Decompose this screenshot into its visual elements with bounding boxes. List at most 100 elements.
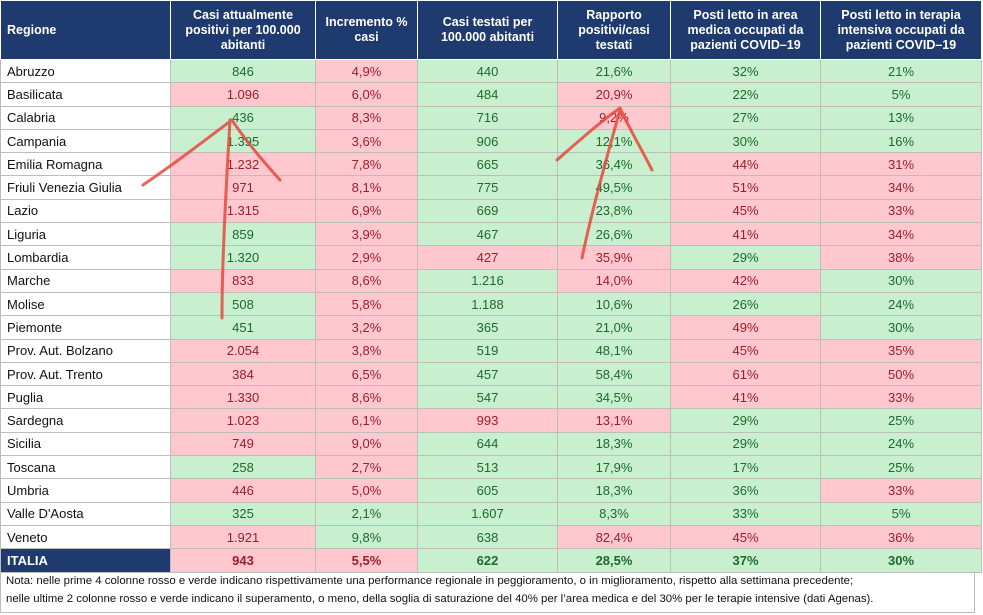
cell-regione: Sicilia: [0, 431, 171, 457]
cell-area-medica: 30%: [670, 128, 821, 154]
cell-area-medica: 29%: [670, 245, 821, 270]
table-row: Sicilia 749 9,0% 644 18,3% 29% 24%: [0, 431, 982, 457]
cell-terapia-intensiva: 24%: [820, 431, 982, 457]
cell-rapporto: 35,9%: [557, 245, 671, 270]
cell-casi-testati: 547: [417, 385, 558, 410]
cell-regione: Prov. Aut. Trento: [0, 361, 171, 387]
table-row: Abruzzo 846 4,9% 440 21,6% 32% 21%: [0, 58, 982, 84]
cell-terapia-intensiva: 30%: [820, 548, 982, 573]
cell-incremento: 8,6%: [315, 268, 418, 293]
cell-terapia-intensiva: 13%: [820, 105, 982, 130]
cell-incremento: 3,2%: [315, 315, 418, 340]
cell-casi-testati: 1.216: [417, 268, 558, 293]
cell-incremento: 7,8%: [315, 152, 418, 177]
table-row: Lombardia 1.320 2,9% 427 35,9% 29% 38%: [0, 245, 982, 270]
cell-area-medica: 26%: [670, 291, 821, 317]
cell-casi-positivi: 325: [170, 501, 316, 526]
cell-incremento: 6,5%: [315, 361, 418, 387]
header-row: Regione Casi attualmente positivi per 10…: [0, 0, 982, 60]
cell-rapporto: 8,3%: [557, 501, 671, 526]
cell-casi-testati: 467: [417, 222, 558, 247]
cell-rapporto: 14,0%: [557, 268, 671, 293]
table-row: Prov. Aut. Bolzano 2.054 3,8% 519 48,1% 45% 35…: [0, 338, 982, 363]
cell-area-medica: 29%: [670, 431, 821, 457]
cell-incremento: 2,7%: [315, 455, 418, 480]
cell-rapporto: 82,4%: [557, 524, 671, 550]
table-row: Prov. Aut. Trento 384 6,5% 457 58,4% 61% 50%: [0, 361, 982, 387]
table-row: Valle D'Aosta 325 2,1% 1.607 8,3% 33% 5%: [0, 501, 982, 526]
cell-regione: Emilia Romagna: [0, 152, 171, 177]
cell-regione: Lombardia: [0, 245, 171, 270]
cell-rapporto: 23,8%: [557, 198, 671, 224]
cell-regione: Abruzzo: [0, 58, 171, 84]
cell-terapia-intensiva: 33%: [820, 478, 982, 503]
cell-terapia-intensiva: 16%: [820, 128, 982, 154]
cell-casi-positivi: 749: [170, 431, 316, 457]
header-incremento: Incremento % casi: [315, 0, 418, 60]
cell-area-medica: 33%: [670, 501, 821, 526]
cell-incremento: 4,9%: [315, 58, 418, 84]
cell-casi-positivi: 1.023: [170, 408, 316, 433]
cell-incremento: 8,6%: [315, 385, 418, 410]
cell-casi-positivi: 833: [170, 268, 316, 293]
cell-casi-testati: 665: [417, 152, 558, 177]
cell-casi-positivi: 258: [170, 455, 316, 480]
cell-casi-positivi: 943: [170, 548, 316, 573]
cell-casi-positivi: 508: [170, 291, 316, 317]
header-regione: Regione: [0, 0, 171, 60]
cell-terapia-intensiva: 5%: [820, 82, 982, 107]
cell-incremento: 3,8%: [315, 338, 418, 363]
cell-rapporto: 49,5%: [557, 175, 671, 200]
cell-rapporto: 28,5%: [557, 548, 671, 573]
cell-rapporto: 13,1%: [557, 408, 671, 433]
cell-casi-testati: 622: [417, 548, 558, 573]
cell-terapia-intensiva: 30%: [820, 268, 982, 293]
cell-terapia-intensiva: 25%: [820, 408, 982, 433]
cell-terapia-intensiva: 25%: [820, 455, 982, 480]
cell-casi-positivi: 436: [170, 105, 316, 130]
cell-casi-testati: 638: [417, 524, 558, 550]
table-row: Marche 833 8,6% 1.216 14,0% 42% 30%: [0, 268, 982, 293]
table-row: Piemonte 451 3,2% 365 21,0% 49% 30%: [0, 315, 982, 340]
cell-terapia-intensiva: 35%: [820, 338, 982, 363]
cell-incremento: 8,3%: [315, 105, 418, 130]
cell-area-medica: 37%: [670, 548, 821, 573]
cell-casi-testati: 993: [417, 408, 558, 433]
cell-casi-positivi: 1.395: [170, 128, 316, 154]
header-rapporto: Rapporto positivi/casi testati: [557, 0, 671, 60]
cell-casi-positivi: 1.232: [170, 152, 316, 177]
cell-incremento: 6,0%: [315, 82, 418, 107]
footnote: Nota: nelle prime 4 colonne rosso e verd…: [0, 572, 975, 613]
cell-casi-testati: 716: [417, 105, 558, 130]
cell-terapia-intensiva: 50%: [820, 361, 982, 387]
cell-rapporto: 12,1%: [557, 128, 671, 154]
cell-rapporto: 36,4%: [557, 152, 671, 177]
cell-casi-positivi: 2.054: [170, 338, 316, 363]
cell-incremento: 5,8%: [315, 291, 418, 317]
table-row: Veneto 1.921 9,8% 638 82,4% 45% 36%: [0, 524, 982, 550]
cell-area-medica: 45%: [670, 198, 821, 224]
cell-incremento: 9,0%: [315, 431, 418, 457]
cell-incremento: 5,5%: [315, 548, 418, 573]
cell-area-medica: 45%: [670, 338, 821, 363]
cell-casi-positivi: 1.921: [170, 524, 316, 550]
cell-terapia-intensiva: 30%: [820, 315, 982, 340]
cell-incremento: 3,6%: [315, 128, 418, 154]
cell-regione: Sardegna: [0, 408, 171, 433]
cell-regione: Marche: [0, 268, 171, 293]
cell-area-medica: 22%: [670, 82, 821, 107]
table-row: Friuli Venezia Giulia 971 8,1% 775 49,5% 51% 3…: [0, 175, 982, 200]
cell-area-medica: 51%: [670, 175, 821, 200]
cell-area-medica: 41%: [670, 385, 821, 410]
cell-rapporto: 48,1%: [557, 338, 671, 363]
cell-casi-positivi: 384: [170, 361, 316, 387]
cell-rapporto: 17,9%: [557, 455, 671, 480]
table-row: Emilia Romagna 1.232 7,8% 665 36,4% 44% 31%: [0, 152, 982, 177]
cell-casi-testati: 457: [417, 361, 558, 387]
cell-regione: Liguria: [0, 222, 171, 247]
cell-terapia-intensiva: 33%: [820, 198, 982, 224]
cell-regione: Valle D'Aosta: [0, 501, 171, 526]
cell-casi-positivi: 1.096: [170, 82, 316, 107]
header-casi-positivi: Casi attualmente positivi per 100.000 ab…: [170, 0, 316, 60]
cell-incremento: 6,1%: [315, 408, 418, 433]
